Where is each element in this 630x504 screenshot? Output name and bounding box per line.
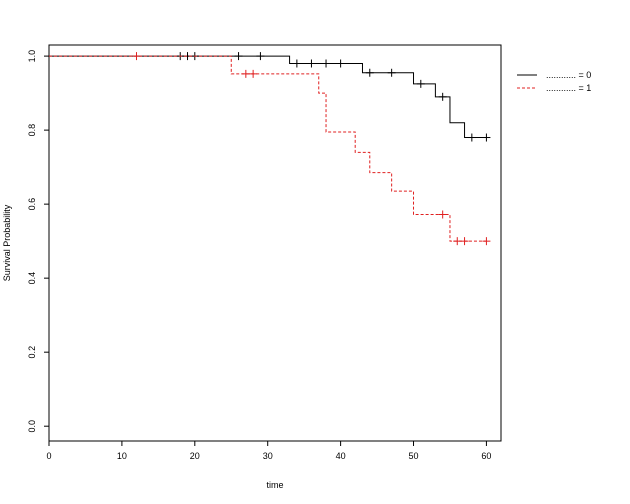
series-layer [49, 52, 491, 246]
x-tick-label: 40 [336, 451, 346, 461]
x-tick-label: 20 [190, 451, 200, 461]
x-axis: 0 10 20 30 40 50 60 [46, 441, 491, 461]
x-tick-label: 0 [46, 451, 51, 461]
x-axis-label: time [266, 480, 283, 490]
y-tick-label: 0.0 [27, 420, 37, 433]
y-tick-label: 0.2 [27, 346, 37, 359]
y-axis: 0.0 0.2 0.4 0.6 0.8 1.0 [27, 50, 49, 433]
x-tick-label: 10 [117, 451, 127, 461]
x-tick-label: 30 [263, 451, 273, 461]
legend: ............ = 0 ............ = 1 [517, 70, 591, 93]
y-tick-label: 0.4 [27, 272, 37, 285]
series-line-0 [49, 55, 487, 139]
x-tick-label: 50 [409, 451, 419, 461]
y-tick-label: 0.6 [27, 198, 37, 211]
series-line-1 [49, 55, 487, 242]
y-tick-label: 1.0 [27, 50, 37, 63]
y-axis-label: Survival Probability [2, 204, 12, 281]
legend-label-1: ............ = 1 [546, 83, 591, 93]
plot-frame [48, 44, 502, 442]
legend-label-0: ............ = 0 [546, 70, 591, 80]
x-tick-label: 60 [481, 451, 491, 461]
y-tick-label: 0.8 [27, 124, 37, 137]
